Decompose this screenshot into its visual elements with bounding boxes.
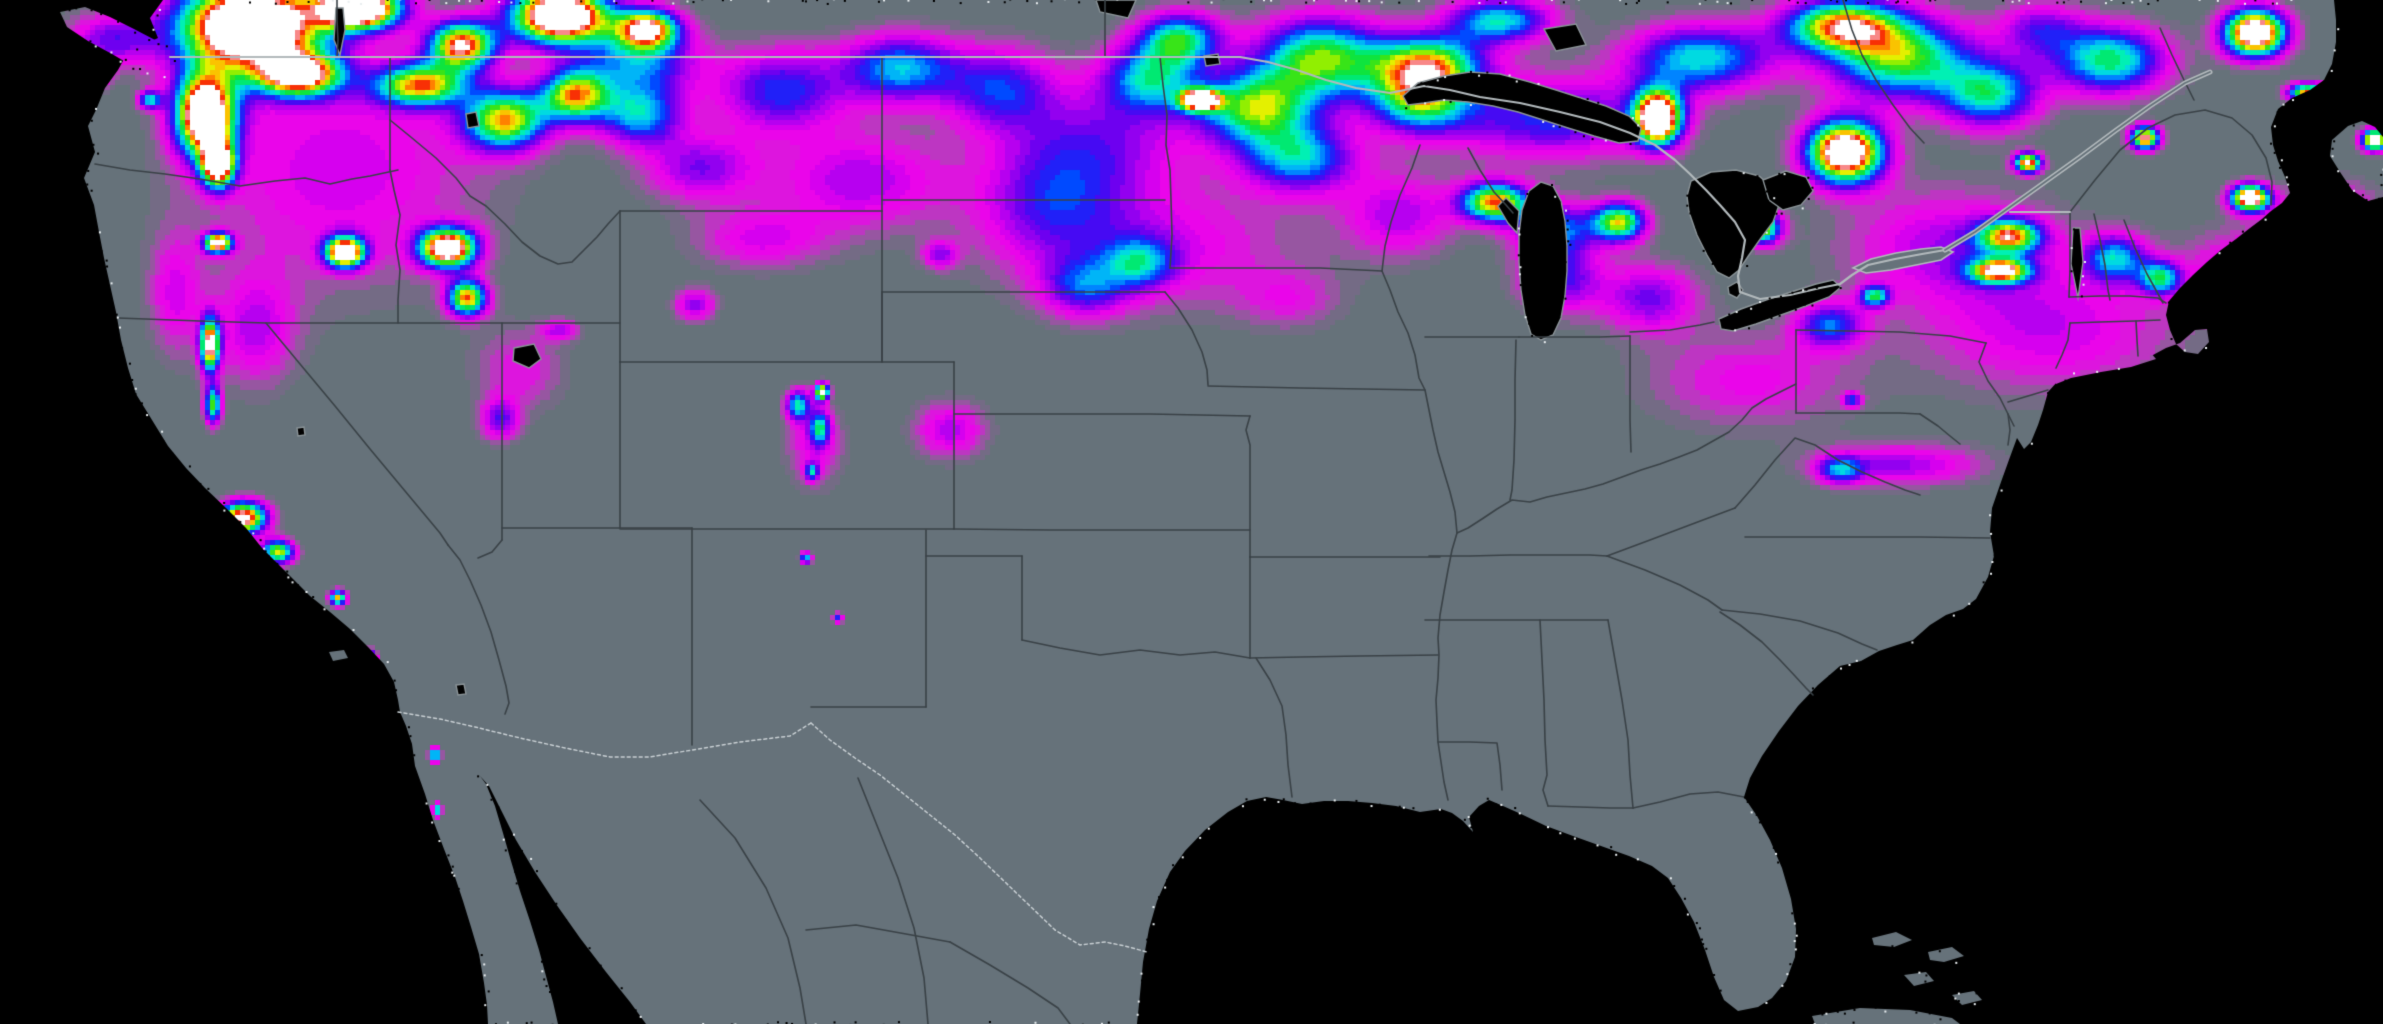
snowfall-heatmap-canvas	[0, 0, 2383, 1024]
weather-map	[0, 0, 2383, 1024]
